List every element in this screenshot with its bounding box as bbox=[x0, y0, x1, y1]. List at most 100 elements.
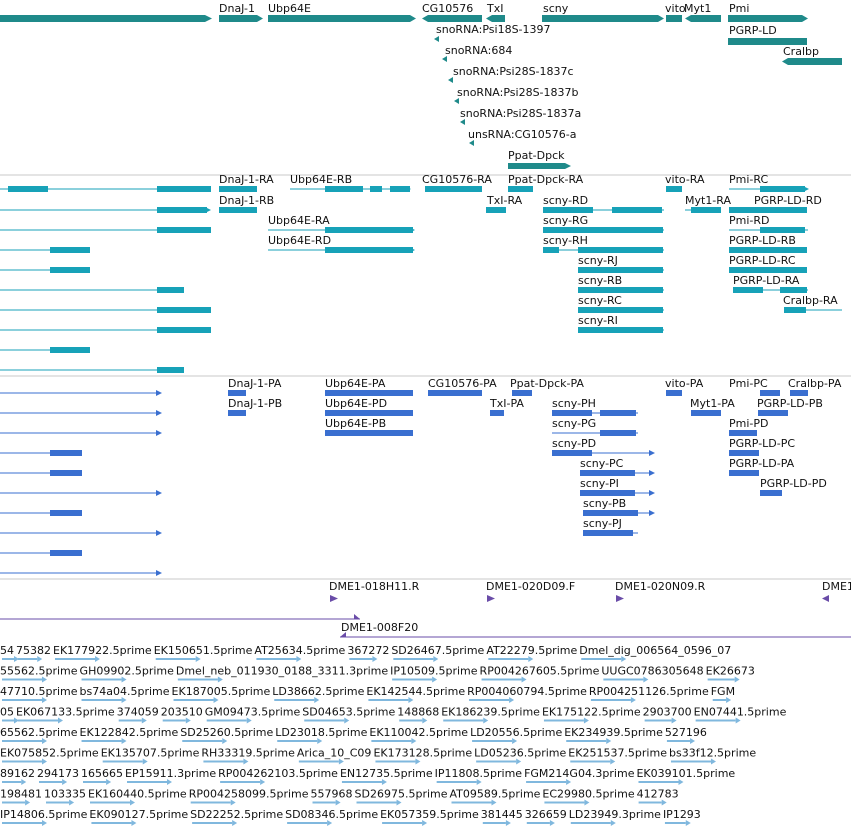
transcript-pgrp-ld-ra[interactable] bbox=[733, 287, 808, 293]
cds-scny-pj[interactable] bbox=[583, 530, 638, 536]
est-feature[interactable]: LD05236.5prime bbox=[474, 747, 567, 765]
est-feature[interactable]: EK142544.5prime bbox=[366, 685, 465, 703]
est-feature[interactable]: FGM bbox=[711, 685, 735, 703]
est-feature[interactable]: 165665 bbox=[81, 767, 123, 785]
est-feature[interactable]: 557968 bbox=[311, 788, 353, 806]
est-feature[interactable]: GM09473.5prime bbox=[205, 706, 301, 724]
est-feature[interactable]: EK251537.5prime bbox=[568, 747, 667, 765]
transcript-left-2[interactable] bbox=[0, 207, 211, 213]
transcript-left-1[interactable] bbox=[0, 186, 211, 192]
est-feature[interactable]: bs33f12.5prime bbox=[669, 747, 756, 765]
transcript-vito-ra[interactable] bbox=[666, 186, 682, 192]
est-feature[interactable]: EK150651.5prime bbox=[154, 644, 253, 662]
cds-pgrp-ld-pc[interactable] bbox=[729, 450, 759, 456]
est-feature[interactable]: 203510 bbox=[161, 706, 203, 724]
transcript-left-6[interactable] bbox=[0, 287, 184, 293]
cds-pmi-pd[interactable] bbox=[729, 430, 757, 436]
est-feature[interactable]: EK234939.5prime bbox=[564, 726, 663, 744]
est-feature[interactable]: EK177922.5prime bbox=[53, 644, 152, 662]
gene-ppat-dpck[interactable] bbox=[508, 163, 571, 169]
est-feature[interactable]: FGM214G04.3prime bbox=[524, 767, 635, 785]
transcript-left-3[interactable] bbox=[0, 227, 211, 233]
est-feature[interactable]: RP004262103.5prime bbox=[218, 767, 338, 785]
gene-scny[interactable] bbox=[542, 15, 664, 22]
est-feature[interactable]: EN12735.5prime bbox=[340, 767, 433, 785]
gene-snorna-684[interactable] bbox=[442, 56, 447, 62]
est-feature[interactable]: IP10509.5prime bbox=[390, 665, 478, 683]
est-feature[interactable]: LD23018.5prime bbox=[275, 726, 368, 744]
transcript-dnaj-1-ra[interactable] bbox=[219, 186, 257, 192]
est-feature[interactable]: SD25260.5prime bbox=[180, 726, 273, 744]
clone-020d09[interactable] bbox=[487, 595, 495, 602]
transcript-left-10[interactable] bbox=[0, 367, 184, 373]
gene-snorna-1397[interactable] bbox=[434, 36, 439, 42]
gene-ubp64e[interactable] bbox=[268, 15, 416, 22]
est-feature[interactable]: SD26975.5prime bbox=[355, 788, 448, 806]
est-feature[interactable]: 374059 bbox=[117, 706, 159, 724]
transcript-ubp64e-rd[interactable] bbox=[268, 247, 415, 253]
est-feature[interactable]: EK075852.5prime bbox=[0, 747, 99, 765]
est-feature[interactable]: EK090127.5prime bbox=[89, 808, 188, 826]
est-feature[interactable]: EK122842.5prime bbox=[80, 726, 179, 744]
est-feature[interactable]: 412783 bbox=[637, 788, 679, 806]
gene-cg10576[interactable] bbox=[422, 15, 482, 22]
gene-vito[interactable] bbox=[666, 15, 682, 22]
est-feature[interactable]: 47710.5prime bbox=[0, 685, 78, 703]
cds-dnaj-1-pa[interactable] bbox=[228, 390, 246, 396]
est-feature[interactable]: 103335 bbox=[44, 788, 86, 806]
est-feature[interactable]: 2903700 bbox=[643, 706, 692, 724]
est-feature[interactable]: EK26673 bbox=[706, 665, 755, 683]
cds-ubp64e-pb[interactable] bbox=[325, 430, 413, 436]
est-feature[interactable]: EK135707.5prime bbox=[101, 747, 200, 765]
est-feature[interactable]: LD23949.3prime bbox=[569, 808, 661, 826]
gene-txi[interactable] bbox=[486, 15, 505, 22]
est-feature[interactable]: LD38662.5prime bbox=[272, 685, 365, 703]
est-feature[interactable]: EK175122.5prime bbox=[542, 706, 641, 724]
cds-scny-pc[interactable] bbox=[580, 470, 655, 476]
est-feature[interactable]: RP004258099.5prime bbox=[189, 788, 309, 806]
est-feature[interactable]: Dmel_neb_011930_0188_3311.3prime bbox=[176, 665, 388, 683]
est-feature[interactable]: 54 bbox=[0, 644, 19, 662]
est-feature[interactable]: 381445 bbox=[481, 808, 523, 826]
cds-pgrp-ld-pb[interactable] bbox=[758, 410, 788, 416]
est-feature[interactable]: 326659 bbox=[525, 808, 567, 826]
est-feature[interactable]: 294173 bbox=[37, 767, 79, 785]
cds-scny-pi[interactable] bbox=[580, 490, 655, 496]
cds-ubp64e-pd[interactable] bbox=[325, 410, 413, 416]
est-feature[interactable]: 75382 bbox=[16, 644, 51, 662]
est-feature[interactable]: EN07441.5prime bbox=[694, 706, 787, 724]
cds-pmi-pc[interactable] bbox=[760, 390, 780, 396]
clone-020n09[interactable] bbox=[616, 595, 624, 602]
est-feature[interactable]: EK186239.5prime bbox=[441, 706, 540, 724]
cds-left-9[interactable] bbox=[0, 550, 82, 556]
gene-dnaj-1[interactable] bbox=[219, 15, 263, 22]
gene-left-offscreen[interactable] bbox=[0, 15, 212, 22]
est-feature[interactable]: EK057359.5prime bbox=[380, 808, 479, 826]
est-feature[interactable]: EK067133.5prime bbox=[16, 706, 115, 724]
cds-scny-pb[interactable] bbox=[583, 510, 655, 516]
est-feature[interactable]: SD22252.5prime bbox=[190, 808, 283, 826]
cds-vito-pa[interactable] bbox=[666, 390, 682, 396]
est-feature[interactable]: EK039101.5prime bbox=[636, 767, 735, 785]
est-feature[interactable]: 367272 bbox=[347, 644, 389, 662]
transcript-pgrp-ld-rd[interactable] bbox=[729, 207, 807, 213]
cds-cralbp-pa[interactable] bbox=[790, 390, 808, 396]
est-feature[interactable]: 198481 bbox=[0, 788, 42, 806]
cds-pgrp-ld-pd[interactable] bbox=[760, 490, 782, 496]
gene-snorna-1837a[interactable] bbox=[460, 119, 465, 125]
est-feature[interactable]: AT25634.5prime bbox=[254, 644, 346, 662]
est-feature[interactable]: LD20556.5prime bbox=[470, 726, 562, 744]
cds-dnaj-1-pb[interactable] bbox=[228, 410, 246, 416]
gene-snorna-1837b[interactable] bbox=[454, 98, 459, 104]
transcript-left-8[interactable] bbox=[0, 327, 211, 333]
est-feature[interactable]: UUGC0786305648 bbox=[601, 665, 704, 683]
est-feature[interactable]: 55562.5prime bbox=[0, 665, 78, 683]
transcript-scny-rh[interactable] bbox=[543, 247, 664, 253]
est-feature[interactable]: 89162 bbox=[0, 767, 35, 785]
transcript-pmi-rd[interactable] bbox=[729, 227, 808, 233]
clone-dme1-right[interactable] bbox=[822, 595, 829, 602]
transcript-cralbp-ra[interactable] bbox=[784, 307, 842, 313]
clone-left-span[interactable] bbox=[0, 614, 360, 620]
cds-cg10576-pa[interactable] bbox=[428, 390, 482, 396]
est-feature[interactable]: 05 bbox=[0, 706, 19, 724]
